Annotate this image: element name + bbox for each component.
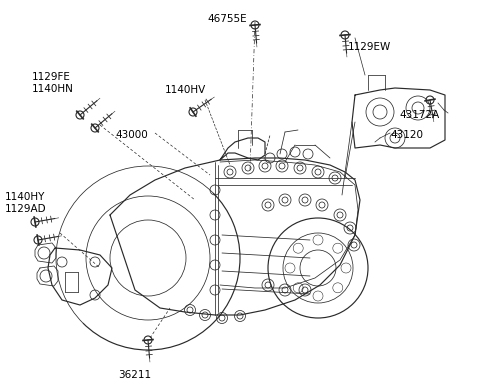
Text: 43172A: 43172A	[399, 110, 439, 120]
Text: 1129AD: 1129AD	[5, 204, 47, 214]
Text: 36211: 36211	[118, 370, 151, 380]
Text: 43000: 43000	[115, 130, 148, 140]
Text: 1140HY: 1140HY	[5, 192, 46, 202]
Text: 43120: 43120	[390, 130, 423, 140]
Text: 46755E: 46755E	[207, 14, 247, 24]
Text: 1129EW: 1129EW	[348, 42, 391, 52]
Text: 1140HV: 1140HV	[165, 85, 206, 95]
Text: 1140HN: 1140HN	[32, 84, 74, 94]
Text: 1129FE: 1129FE	[32, 72, 71, 82]
